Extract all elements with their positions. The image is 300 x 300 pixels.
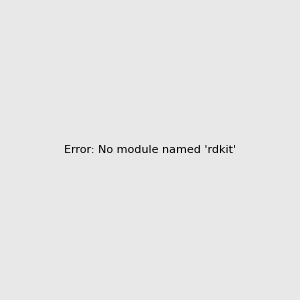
Text: Error: No module named 'rdkit': Error: No module named 'rdkit' <box>64 145 236 155</box>
